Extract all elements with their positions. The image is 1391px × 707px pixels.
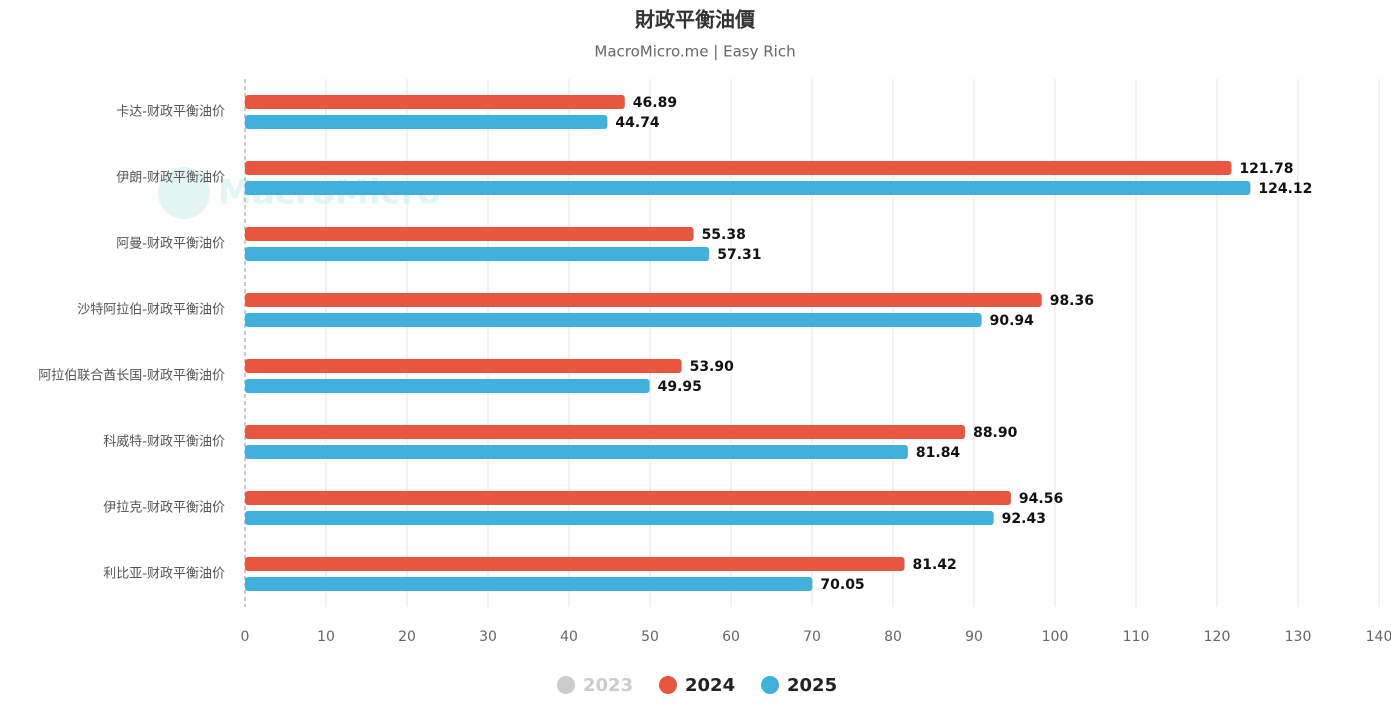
chart-subtitle: MacroMicro.me | Easy Rich [594,43,795,61]
y-tick-label: 阿拉伯联合酋长国-财政平衡油价 [38,368,225,384]
data-label: 124.12 [1258,181,1312,197]
data-label: 81.42 [913,557,957,573]
legend-marker[interactable] [659,676,677,694]
chart-title: 財政平衡油價 [635,8,756,32]
bar [245,379,650,393]
bar [245,557,905,571]
data-label: 53.90 [690,359,735,375]
bar [245,359,682,373]
x-tick-label: 140 [1366,629,1391,645]
data-label: 55.38 [702,227,746,243]
x-tick-label: 110 [1123,629,1150,645]
watermark-icon [158,167,210,219]
x-tick-label: 130 [1285,629,1312,645]
data-label: 70.05 [820,577,864,593]
x-tick-label: 0 [241,629,250,645]
y-tick-label: 利比亚-财政平衡油价 [103,567,225,582]
bar [245,181,1251,195]
bar [245,95,625,109]
legend-marker[interactable] [557,676,575,694]
bar [245,161,1232,175]
y-tick-label: 伊朗-财政平衡油价 [116,171,225,186]
data-label: 57.31 [717,247,761,263]
data-label: 90.94 [990,313,1035,329]
data-label: 81.84 [916,445,961,461]
legend-label[interactable]: 2025 [787,675,837,696]
data-label: 44.74 [615,115,660,131]
legend-label[interactable]: 2023 [583,675,633,696]
bar [245,445,908,459]
x-tick-label: 60 [722,629,740,645]
legend-marker[interactable] [761,676,779,694]
y-tick-label: 沙特阿拉伯-财政平衡油价 [77,303,225,318]
bar [245,115,608,129]
bar [245,293,1042,307]
bar [245,425,966,439]
data-label: 46.89 [633,95,677,111]
x-tick-label: 100 [1042,629,1069,645]
bar [245,227,694,241]
x-tick-label: 30 [479,629,497,645]
bar [245,577,813,591]
x-tick-label: 80 [884,629,902,645]
data-label: 98.36 [1050,293,1094,309]
x-tick-label: 40 [560,629,578,645]
y-tick-label: 卡达-财政平衡油价 [116,105,225,120]
y-tick-label: 科威特-财政平衡油价 [103,435,225,450]
x-tick-label: 20 [398,629,416,645]
x-tick-label: 50 [641,629,659,645]
data-label: 121.78 [1239,161,1293,177]
data-label: 94.56 [1019,491,1063,507]
bar [245,511,994,525]
x-tick-label: 10 [317,629,335,645]
x-tick-label: 70 [803,629,821,645]
y-tick-label: 阿曼-财政平衡油价 [116,237,225,252]
x-tick-label: 120 [1204,629,1231,645]
bar [245,247,710,261]
legend-label[interactable]: 2024 [685,675,735,696]
data-label: 88.90 [973,425,1018,441]
bar [245,313,982,327]
y-tick-label: 伊拉克-财政平衡油价 [103,501,225,516]
bar [245,491,1011,505]
data-label: 92.43 [1002,511,1046,527]
x-tick-label: 90 [965,629,983,645]
data-label: 49.95 [658,379,702,395]
